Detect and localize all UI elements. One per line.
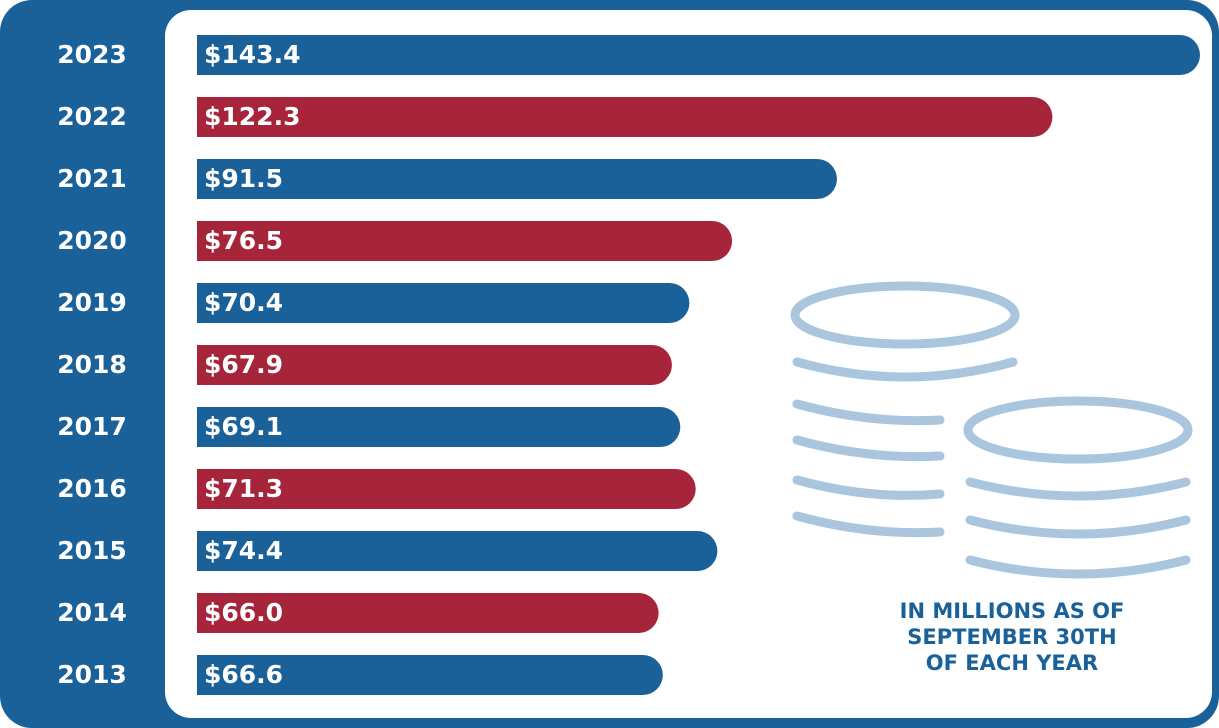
category-label: 2020: [57, 226, 127, 255]
bar: [197, 97, 1052, 137]
value-label: $91.5: [204, 164, 283, 193]
value-label: $122.3: [204, 102, 300, 131]
value-label: $69.1: [204, 412, 283, 441]
category-label: 2017: [57, 412, 127, 441]
value-label: $76.5: [204, 226, 283, 255]
value-label: $67.9: [204, 350, 283, 379]
chart: 2023 $143.4 2022 $122.3 2021 $91.5 2020 $76.5 20…: [0, 0, 1219, 728]
value-label: $66.6: [204, 660, 283, 689]
annotation: SEPTEMBER 30TH: [907, 625, 1116, 649]
category-label: 2021: [57, 164, 127, 193]
value-label: $143.4: [204, 40, 300, 69]
category-label: 2013: [57, 660, 127, 689]
category-label: 2019: [57, 288, 127, 317]
category-label: 2014: [57, 598, 127, 627]
value-label: $70.4: [204, 288, 283, 317]
category-label: 2016: [57, 474, 127, 503]
category-label: 2018: [57, 350, 127, 379]
category-label: 2015: [57, 536, 127, 565]
value-label: $66.0: [204, 598, 283, 627]
value-label: $74.4: [204, 536, 283, 565]
value-label: $71.3: [204, 474, 283, 503]
annotation: OF EACH YEAR: [926, 651, 1098, 675]
annotation: IN MILLIONS AS OF: [900, 599, 1125, 623]
category-label: 2023: [57, 40, 127, 69]
bar: [197, 35, 1200, 75]
bar: [197, 159, 837, 199]
category-label: 2022: [57, 102, 127, 131]
